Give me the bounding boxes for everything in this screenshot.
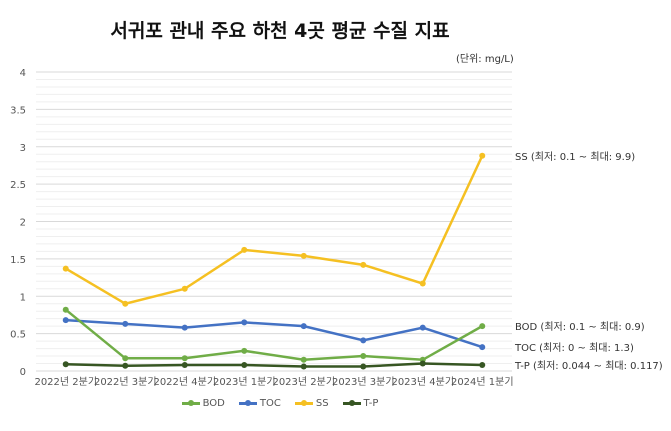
y-tick-label: 1.5	[10, 255, 26, 266]
y-tick-label: 0	[20, 367, 26, 378]
series-line-bod	[64, 308, 483, 362]
data-point-t-p	[181, 362, 188, 369]
legend-item-t-p: T-P	[342, 398, 379, 409]
data-point-ss	[419, 280, 426, 287]
data-point-bod	[62, 306, 69, 313]
data-point-ss	[300, 252, 307, 259]
data-point-toc	[360, 337, 367, 344]
data-point-ss	[181, 285, 188, 292]
data-point-t-p	[479, 362, 486, 369]
legend-item-toc: TOC	[238, 398, 281, 409]
data-point-t-p	[122, 362, 129, 369]
legend-label: SS	[315, 398, 329, 409]
legend-label: BOD	[202, 398, 225, 409]
y-tick-label: 4	[20, 68, 26, 79]
data-point-toc	[62, 317, 69, 324]
data-point-t-p	[419, 360, 426, 367]
data-point-ss	[360, 261, 367, 268]
data-point-ss	[479, 152, 486, 159]
data-point-bod	[479, 323, 486, 330]
annotation-ss: SS (최저: 0.1 ~ 최대: 9.9)	[515, 151, 635, 163]
annotation-t-p: T-P (최저: 0.044 ~ 최대: 0.117)	[514, 360, 663, 372]
data-point-t-p	[300, 363, 307, 370]
legend-swatch	[181, 400, 200, 406]
data-point-ss	[241, 246, 248, 253]
y-tick-label: 2	[20, 218, 26, 229]
data-point-bod	[360, 353, 367, 360]
x-tick-label: 2023년 1분기	[213, 376, 276, 388]
y-tick-label: 3	[20, 143, 26, 154]
series-line-toc	[65, 318, 483, 349]
data-point-t-p	[62, 361, 69, 368]
legend-item-bod: BOD	[181, 398, 225, 409]
legend-swatch	[342, 400, 361, 406]
legend-swatch	[294, 400, 313, 406]
data-point-bod	[122, 355, 129, 362]
legend-label: TOC	[259, 398, 281, 409]
legend-item-ss: SS	[294, 398, 329, 409]
data-point-toc	[122, 320, 129, 327]
x-tick-label: 2023년 2분기	[272, 376, 335, 388]
data-point-t-p	[241, 362, 248, 369]
unit-note: (단위: mg/L)	[456, 54, 514, 65]
y-tick-label: 2.5	[10, 180, 26, 191]
series-line-t-p	[65, 362, 483, 368]
y-tick-label: 3.5	[10, 105, 26, 116]
data-point-toc	[419, 324, 426, 331]
series-line-ss	[65, 155, 484, 306]
x-tick-label: 2022년 4분기	[153, 376, 216, 388]
x-tick-label: 2023년 4분기	[391, 376, 454, 388]
data-point-toc	[241, 319, 248, 326]
x-tick-label: 2024년 1분기	[451, 376, 514, 388]
data-point-ss	[122, 300, 129, 307]
legend-swatch	[238, 400, 257, 406]
annotation-toc: TOC (최저: 0 ~ 최대: 1.3)	[514, 342, 634, 354]
data-point-toc	[479, 344, 486, 351]
x-tick-label: 2023년 3분기	[332, 376, 395, 388]
data-point-bod	[241, 347, 248, 354]
data-point-ss	[62, 265, 69, 272]
x-tick-label: 2022년 2분기	[34, 376, 97, 388]
legend-label: T-P	[363, 398, 379, 409]
y-tick-label: 1	[20, 292, 26, 303]
data-point-toc	[181, 324, 188, 331]
y-tick-label: 0.5	[10, 330, 26, 341]
annotation-bod: BOD (최저: 0.1 ~ 최대: 0.9)	[515, 321, 645, 333]
data-point-bod	[181, 355, 188, 362]
chart-title: 서귀포 관내 주요 하천 4곳 평균 수질 지표	[110, 20, 450, 42]
data-point-t-p	[360, 363, 367, 370]
legend: BOD TOC SS T-P	[0, 398, 560, 409]
data-point-toc	[300, 323, 307, 330]
x-tick-label: 2022년 3분기	[94, 376, 157, 388]
data-point-bod	[300, 356, 307, 363]
